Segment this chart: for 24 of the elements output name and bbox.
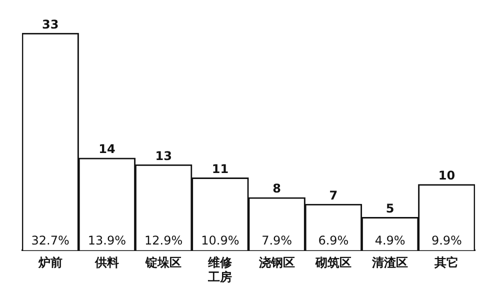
data-label: 5: [386, 201, 394, 216]
x-tick-label: 锭垛区: [144, 256, 182, 270]
data-label: 11: [212, 162, 229, 176]
annotation: 9.9%: [431, 233, 462, 248]
data-label: 7: [329, 188, 338, 202]
annotation: 7.9%: [262, 233, 292, 248]
x-tick-label: 浇钢区: [258, 256, 295, 270]
x-tick-label: 其它: [434, 256, 459, 270]
annotation: 12.9%: [144, 233, 183, 248]
data-label: 8: [272, 182, 281, 196]
x-tick-label: 维修工房: [207, 256, 234, 284]
annotation: 6.9%: [318, 233, 349, 248]
data-label: 13: [155, 148, 172, 163]
x-tick-label: 砌筑区: [314, 256, 352, 270]
annotation: 10.9%: [201, 233, 240, 248]
x-tick-label: 清渣区: [371, 256, 408, 270]
x-tick-label: 炉前: [37, 256, 62, 270]
data-label: 14: [98, 142, 116, 156]
data-label: 33: [42, 17, 59, 32]
data-label: 10: [438, 168, 456, 183]
x-tick-label: 供料: [94, 256, 119, 270]
annotation: 13.9%: [88, 233, 126, 248]
annotation: 32.7%: [31, 233, 70, 248]
annotation: 4.9%: [374, 233, 406, 248]
